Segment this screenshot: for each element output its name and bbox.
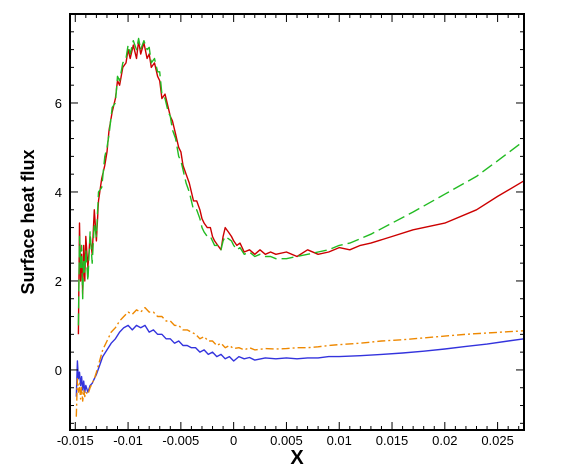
- y-axis-ticks: 0 2 4 6: [55, 13, 524, 424]
- x-tick-label: 0.025: [481, 433, 514, 448]
- series-line-4: [75, 306, 525, 417]
- x-tick-label: 0.005: [270, 433, 303, 448]
- y-tick-label: 4: [55, 185, 62, 200]
- y-axis-title: Surface heat flux: [18, 149, 38, 294]
- y-tick-label: 6: [55, 96, 62, 111]
- x-tick-label: -0.005: [162, 433, 199, 448]
- series-layer: [75, 37, 525, 417]
- x-axis-ticks: -0.015 -0.01 -0.005 0 0.005 0.01 0.015 0.02 0.02…: [57, 14, 520, 448]
- x-axis-title: X: [290, 447, 304, 469]
- x-tick-label: -0.015: [57, 433, 94, 448]
- x-tick-label: 0.01: [327, 433, 352, 448]
- x-tick-label: -0.01: [113, 433, 143, 448]
- series-line-3: [75, 324, 525, 397]
- x-tick-label: 0.015: [376, 433, 409, 448]
- x-tick-label: 0.02: [432, 433, 457, 448]
- y-tick-label: 2: [55, 274, 62, 289]
- y-tick-label: 0: [55, 363, 62, 378]
- x-tick-label: 0: [230, 433, 237, 448]
